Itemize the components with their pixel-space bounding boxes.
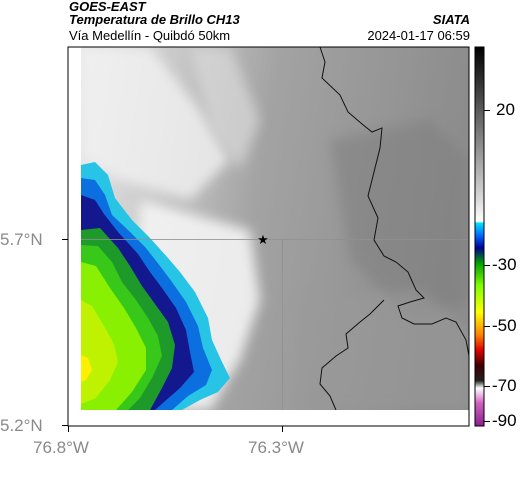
- colorbar-label: 20: [496, 100, 515, 119]
- plot-frame: [67, 46, 470, 427]
- colorbar-label: -90: [492, 411, 517, 430]
- colorbar: [474, 46, 485, 427]
- org-label: SIATA: [432, 12, 470, 27]
- route-label: Vía Medellín - Quibdó 50km: [69, 28, 231, 43]
- product-title: GOES-EAST: [69, 0, 146, 14]
- lat-tick-label: 5.2°N: [0, 416, 43, 435]
- colorbar-label: -70: [492, 376, 517, 395]
- colorbar-label: -50: [492, 316, 517, 335]
- star-icon: ★: [257, 233, 269, 248]
- lat-tick-label: 5.7°N: [0, 230, 43, 249]
- colorbar-label: -30: [492, 255, 517, 274]
- department-borders: [319, 47, 469, 410]
- channel-subtitle: Temperatura de Brillo CH13: [69, 12, 240, 27]
- datetime-label: 2024-01-17 06:59: [367, 28, 470, 43]
- lon-tick-label: 76.8°W: [33, 438, 89, 457]
- imagery-layer: [81, 47, 469, 410]
- lon-tick-label: 76.3°W: [248, 438, 304, 457]
- colorbar-ticks: [484, 110, 490, 422]
